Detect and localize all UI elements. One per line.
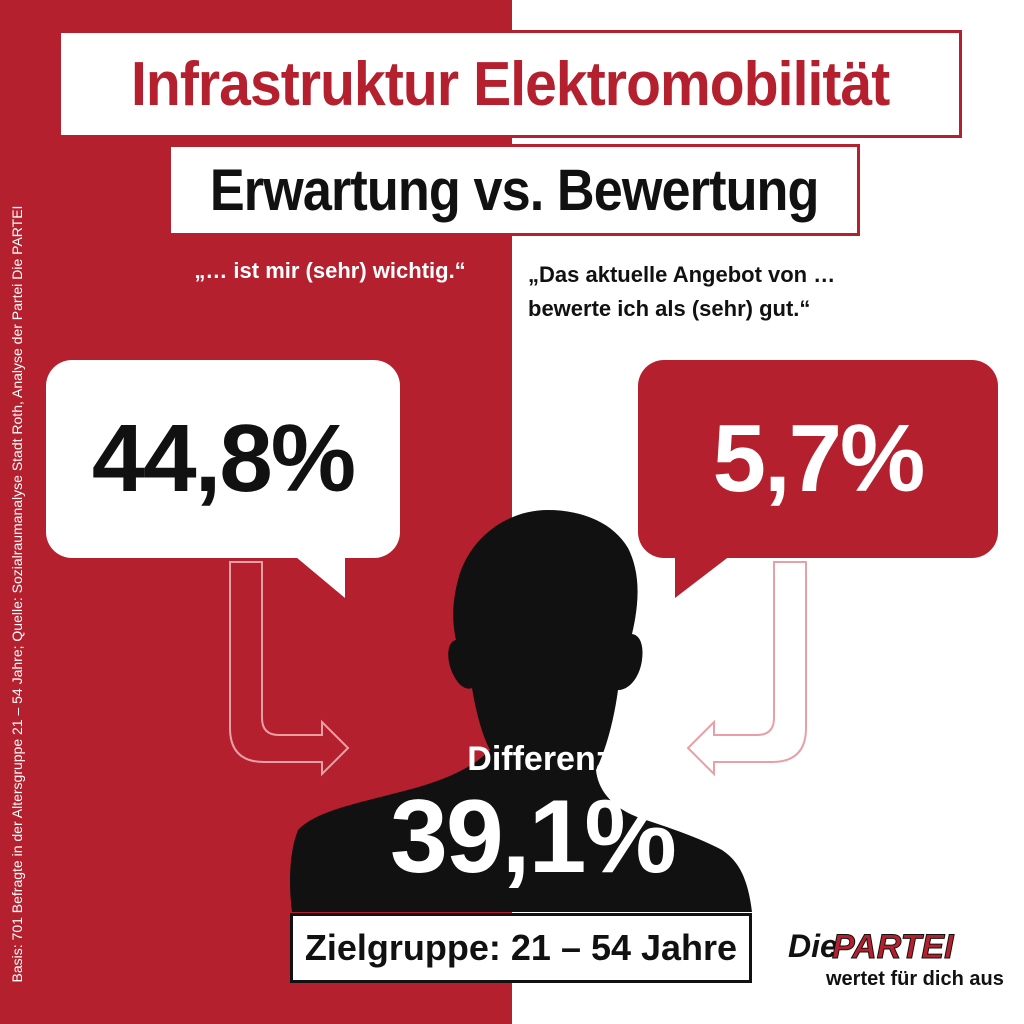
quote-rating: „Das aktuelle Angebot von … bewerte ich … [528,258,928,326]
difference-value: 39,1% [390,779,677,895]
rating-percentage: 5,7% [712,405,926,512]
quote-rating-line-2: bewerte ich als (sehr) gut.“ [528,296,811,321]
target-group-label: Zielgruppe: 21 – 54 Jahre [304,927,738,968]
quote-rating-line-1: „Das aktuelle Angebot von … [528,262,836,287]
arrow-right-icon [229,561,350,777]
speech-bubble-left-icon [46,360,400,598]
page-title: Infrastruktur Elektromobilität [130,49,890,119]
logo-die-text: Die [788,928,838,964]
page-subtitle: Erwartung vs. Bewertung [209,157,820,223]
logo-partei-text: PARTEI [832,928,955,967]
speech-bubble-right-icon [638,360,998,598]
difference-label: Differenz [467,740,613,778]
title-banner: Infrastruktur Elektromobilität [58,30,962,138]
party-logo: Die PARTEI wertet für dich aus [788,924,1004,996]
importance-percentage: 44,8% [91,405,356,512]
arrow-left-icon [686,561,807,777]
subtitle-banner: Erwartung vs. Bewertung [168,144,860,236]
quote-importance: „… ist mir (sehr) wichtig.“ [194,258,466,283]
person-silhouette-icon [290,510,752,912]
target-group-box: Zielgruppe: 21 – 54 Jahre [290,913,752,983]
logo-slogan: wertet für dich aus [826,968,1004,990]
